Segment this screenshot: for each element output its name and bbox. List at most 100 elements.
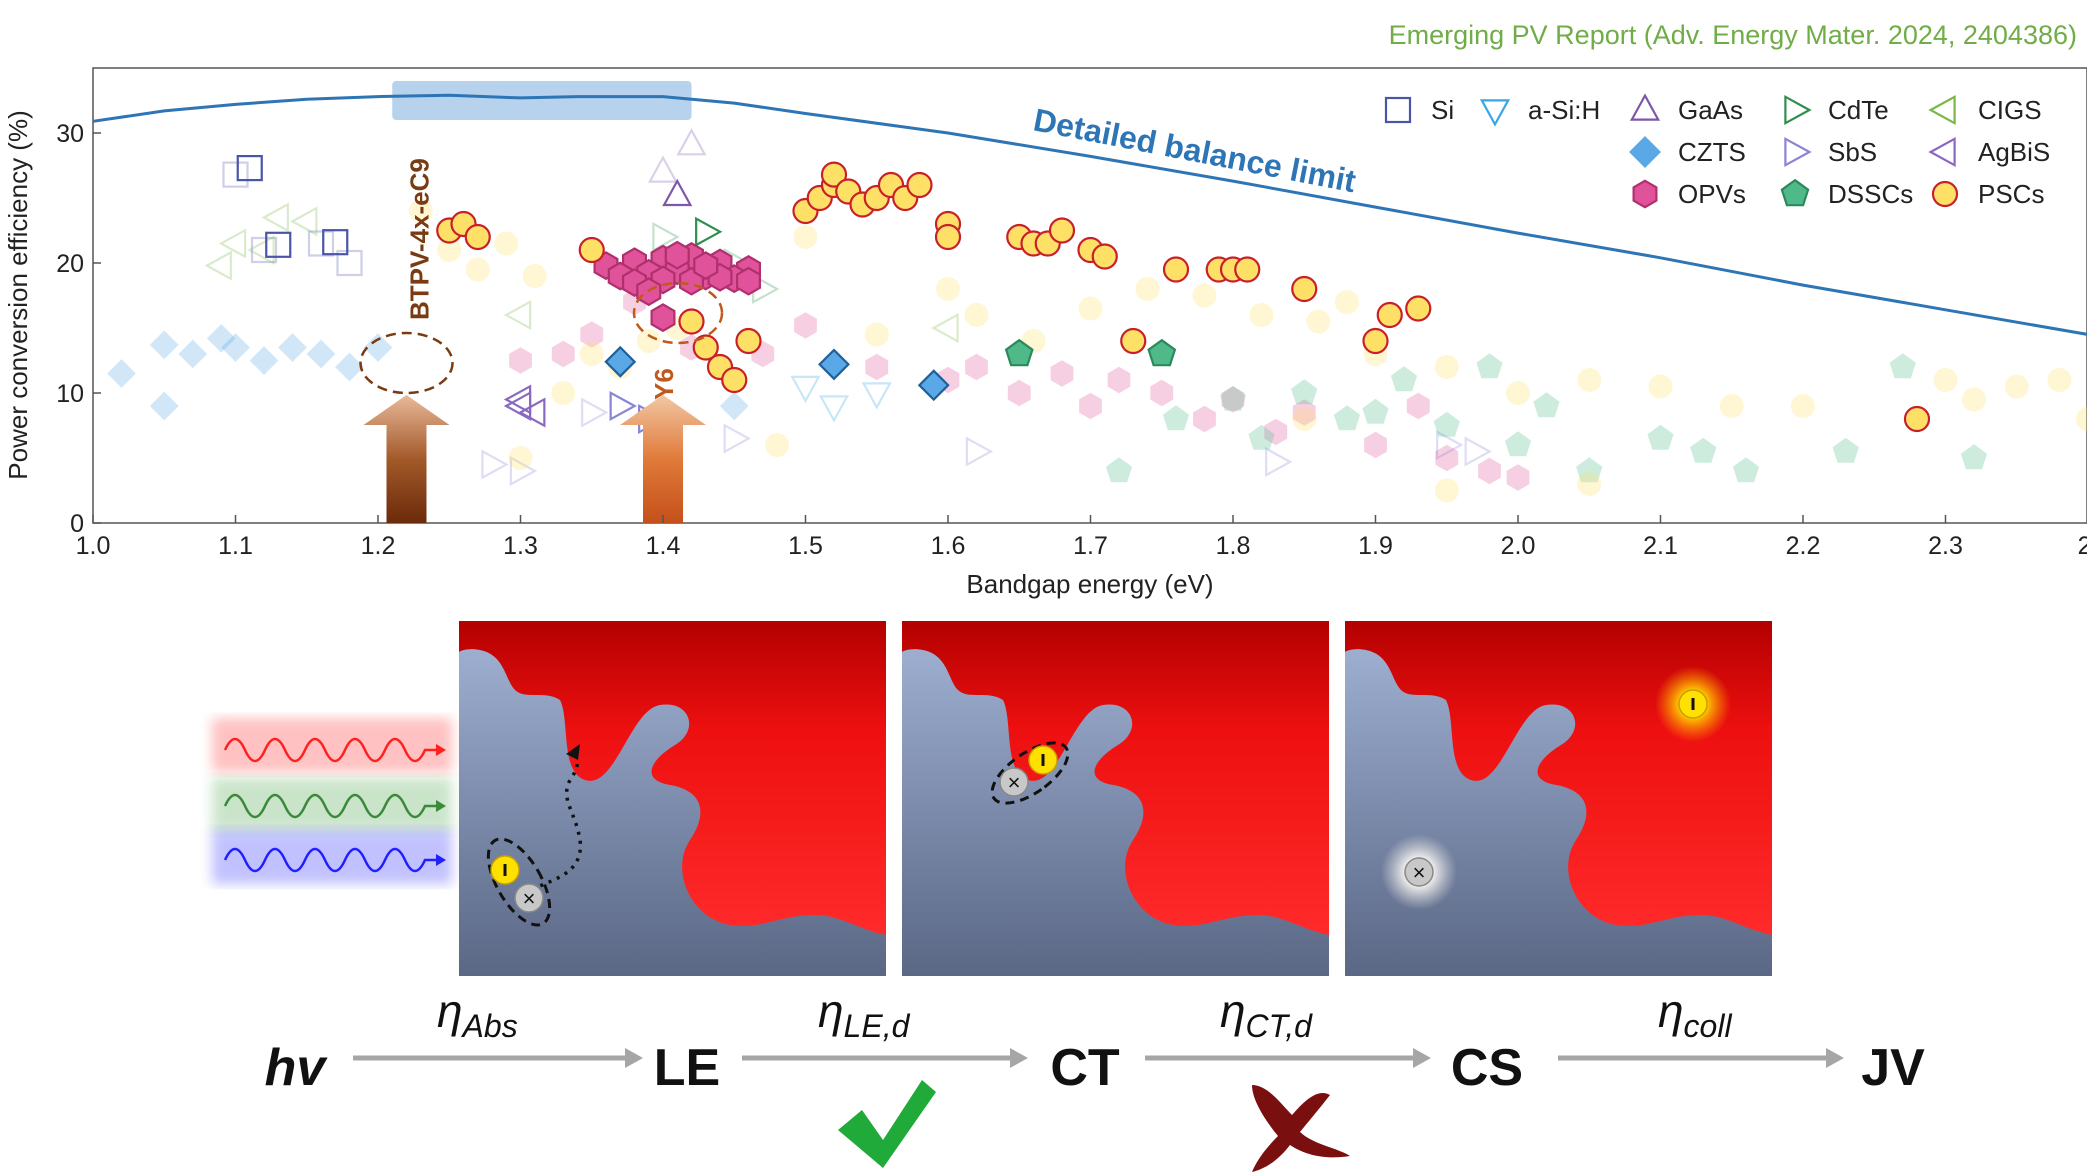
faded-point-pscs bbox=[2004, 374, 2029, 399]
data-point-opvs bbox=[735, 266, 762, 296]
faded-point-pscs bbox=[465, 257, 490, 282]
faded-point-sbs bbox=[581, 397, 609, 428]
faded-point-opvs bbox=[865, 353, 889, 381]
faded-point-pscs bbox=[1577, 472, 1602, 496]
source-note: Emerging PV Report (Adv. Energy Mater. 2… bbox=[1388, 20, 2077, 50]
faded-point-sbs bbox=[1464, 436, 1492, 467]
faded-point-opvs bbox=[1406, 392, 1430, 420]
faded-point-dsscs bbox=[1889, 353, 1916, 379]
data-point-pscs bbox=[1234, 256, 1261, 283]
faded-point-opvs bbox=[794, 312, 817, 339]
faded-point-pscs bbox=[579, 342, 604, 366]
x-tick-label: 2.0 bbox=[1501, 532, 1536, 560]
faded-point-sbs bbox=[723, 423, 751, 454]
faded-point-pscs bbox=[1192, 283, 1217, 308]
legend-marker bbox=[1780, 178, 1810, 207]
faded-point-opvs bbox=[551, 340, 575, 368]
faded-point-cdte bbox=[652, 221, 680, 253]
faded-point-cigs bbox=[247, 234, 275, 266]
faded-point-opvs bbox=[1079, 392, 1102, 420]
legend-marker bbox=[1629, 136, 1661, 168]
faded-point-asih bbox=[790, 375, 821, 404]
eta-coll: ηcoll bbox=[1658, 985, 1732, 1044]
data-point-gaas bbox=[662, 178, 693, 207]
faded-point-pscs bbox=[508, 446, 533, 470]
data-point-pscs bbox=[464, 223, 491, 251]
faded-point-opvs bbox=[1193, 405, 1216, 433]
data-point-pscs bbox=[578, 236, 605, 264]
faded-point-pscs bbox=[1306, 309, 1331, 334]
faded-point-pscs bbox=[1078, 296, 1103, 321]
data-point-cdte bbox=[695, 216, 723, 247]
x-tick-label: 1.5 bbox=[788, 532, 823, 560]
faded-point-pscs bbox=[964, 303, 989, 327]
faded-point-pscs bbox=[1292, 407, 1317, 431]
legend-marker bbox=[1384, 96, 1412, 124]
limit-curve-line bbox=[92, 93, 2087, 336]
legend-label: PSCs bbox=[1978, 179, 2044, 209]
legend-label: AgBiS bbox=[1978, 137, 2050, 167]
data-point-dsscs bbox=[1147, 338, 1177, 367]
x-tick-label: 1.0 bbox=[76, 532, 111, 560]
data-point-pscs bbox=[1048, 217, 1076, 244]
x-tick-label: 1.7 bbox=[1073, 532, 1108, 560]
legend-label: DSSCs bbox=[1828, 179, 1913, 209]
faded-point-czts bbox=[335, 352, 364, 382]
data-point-pscs bbox=[934, 223, 962, 251]
faded-point-opvs bbox=[1107, 366, 1131, 394]
faded-point-pscs bbox=[793, 225, 818, 249]
data-point-opvs bbox=[664, 240, 690, 270]
data-point-opvs bbox=[693, 251, 719, 281]
legend: Si a-Si:H GaAs CdTe CIGS CZTS SbS AgBiS OPVs DSSC… bbox=[1384, 93, 2050, 209]
y-ticks: 0 10 20 30 bbox=[56, 120, 101, 538]
faded-point-opvs bbox=[965, 353, 988, 381]
faded-point-dsscs bbox=[1333, 405, 1361, 431]
legend-label: CdTe bbox=[1828, 95, 1889, 125]
panel-ct: × bbox=[902, 621, 1329, 976]
faded-point-pscs bbox=[1962, 387, 1986, 412]
faded-point-czts bbox=[306, 339, 336, 369]
faded-point-czts bbox=[363, 333, 393, 362]
faded-point-pscs bbox=[1648, 374, 1673, 399]
step-cs: CS bbox=[1451, 1039, 1523, 1097]
faded-point-pscs bbox=[1506, 381, 1530, 405]
y-tick-label: 10 bbox=[56, 380, 84, 408]
faded-point-opvs bbox=[1364, 431, 1387, 459]
svg-text:×: × bbox=[1413, 860, 1426, 885]
faded-point-opvs bbox=[580, 321, 604, 348]
faded-point-opvs bbox=[1221, 386, 1245, 413]
svg-text:×: × bbox=[1008, 770, 1021, 795]
faded-point-opvs bbox=[1150, 379, 1174, 407]
red-wave bbox=[223, 737, 437, 763]
faded-point-dsscs bbox=[1362, 398, 1389, 424]
faded-point-sbs bbox=[1265, 446, 1293, 477]
faded-point-asih bbox=[818, 395, 850, 423]
data-point-pscs bbox=[1362, 327, 1389, 355]
faded-point-dsscs bbox=[1647, 424, 1674, 450]
faded-point-pscs bbox=[2076, 407, 2087, 431]
faded-point-czts bbox=[221, 333, 250, 362]
faded-point-opvs bbox=[1478, 457, 1501, 485]
faded-point-czts bbox=[278, 333, 307, 362]
green-wave bbox=[223, 793, 437, 819]
data-point-pscs bbox=[1120, 327, 1147, 355]
data-point-pscs bbox=[1091, 243, 1118, 270]
faded-point-gaas bbox=[676, 128, 707, 156]
data-point-pscs bbox=[735, 327, 762, 355]
data-point-czts bbox=[604, 345, 637, 378]
data-point-pscs bbox=[820, 161, 848, 188]
x-tick-label: 2.2 bbox=[1786, 532, 1821, 560]
y-tick-label: 20 bbox=[56, 250, 84, 278]
faded-point-gaas bbox=[647, 155, 679, 183]
faded-point-pscs bbox=[494, 231, 519, 256]
faded-point-dsscs bbox=[1433, 411, 1460, 437]
data-point-opvs bbox=[650, 303, 676, 333]
faded-point-si bbox=[222, 161, 249, 188]
mechanism-panels: × × × hv LE CT bbox=[212, 621, 1925, 1172]
cross-icon bbox=[1252, 1085, 1350, 1172]
faded-point-pscs bbox=[1135, 277, 1160, 301]
legend-label: SbS bbox=[1828, 137, 1877, 167]
faded-point-opvs bbox=[509, 347, 532, 374]
x-tick-label: 1.4 bbox=[646, 532, 681, 560]
legend-marker bbox=[1931, 180, 1959, 208]
